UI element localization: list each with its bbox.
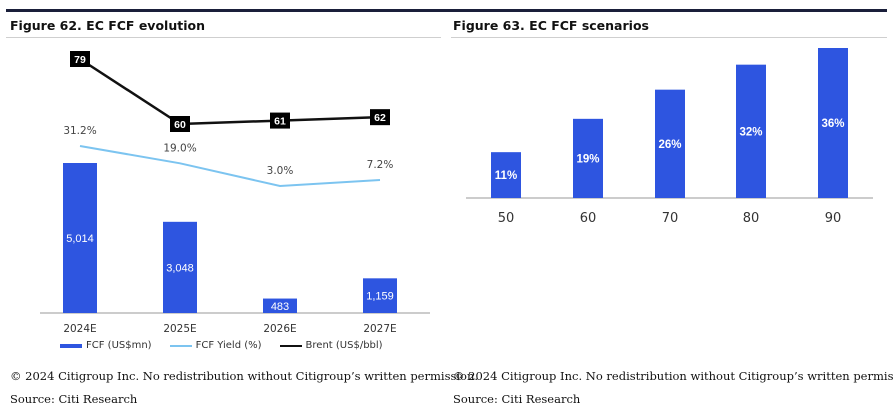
scenario-bar-label: 32%	[739, 126, 762, 138]
x-tick-label: 2025E	[163, 323, 196, 335]
fcf-bar-label: 5,014	[66, 233, 94, 245]
x-tick-label: 60	[580, 211, 597, 226]
figure-62-title: Figure 62. EC FCF evolution	[10, 18, 205, 33]
brent-marker	[170, 116, 190, 132]
legend-label-brent: Brent (US$/bbl)	[305, 340, 383, 351]
brent-marker	[270, 112, 290, 129]
scenario-bar-label: 11%	[495, 170, 517, 182]
legend-label-fcf: FCF (US$mn)	[86, 340, 152, 351]
fcf-bar-label: 3,048	[166, 262, 194, 274]
legend-label-fcf-yield: FCF Yield (%)	[195, 340, 262, 351]
brent-line	[79, 57, 381, 126]
scenario-bar-label: 36%	[821, 118, 844, 130]
scenario-bar	[573, 118, 603, 198]
fcf-yield-label: 7.2%	[367, 159, 394, 171]
scenario-bar-label: 19%	[576, 153, 599, 165]
fcf-bar	[263, 298, 297, 313]
figure-63-source: Source: Citi Research	[453, 392, 581, 406]
legend-swatch-brent	[279, 344, 302, 347]
legend-item-brent: Brent (US$/bbl)	[279, 340, 383, 351]
fcf-bar-label: 483	[271, 301, 289, 313]
fcf-bar	[63, 163, 97, 313]
x-tick-label: 2026E	[263, 323, 296, 335]
x-tick-label: 50	[498, 211, 515, 226]
brent-label: 61	[274, 116, 286, 128]
scenario-bar	[818, 48, 848, 198]
brent-label: 62	[374, 112, 386, 124]
x-tick-label: 80	[743, 211, 760, 226]
scenario-bar	[655, 89, 685, 198]
legend-swatch-fcf	[60, 343, 82, 348]
x-tick-label: 70	[662, 211, 679, 226]
brent-label: 60	[174, 119, 186, 131]
fcf-evolution-legend: FCF (US$mn) FCF Yield (%) Brent (US$/bbl…	[60, 340, 440, 351]
brent-label: 79	[74, 54, 86, 66]
fcf-bar	[363, 278, 397, 313]
figure-63-title: Figure 63. EC FCF scenarios	[453, 18, 649, 33]
brent-marker	[70, 51, 90, 67]
fcf-yield-label: 31.2%	[63, 125, 96, 137]
fcf-bar	[163, 221, 197, 313]
brent-marker	[370, 109, 390, 126]
top-rule	[6, 9, 887, 12]
figure-62-separator	[6, 37, 441, 38]
scenario-bar	[491, 152, 521, 198]
figure-63-copyright: © 2024 Citigroup Inc. No redistribution …	[453, 369, 893, 383]
legend-swatch-fcf-yield	[169, 344, 192, 347]
fcf-bar-label: 1,159	[366, 291, 394, 303]
scenario-bar	[736, 64, 766, 199]
fcf-yield-label: 19.0%	[163, 142, 196, 154]
figure-62-copyright: © 2024 Citigroup Inc. No redistribution …	[10, 369, 479, 383]
figure-62-source: Source: Citi Research	[10, 392, 138, 406]
legend-item-fcf: FCF (US$mn)	[60, 340, 152, 351]
legend-item-fcf-yield: FCF Yield (%)	[169, 340, 262, 351]
x-tick-label: 2027E	[363, 323, 396, 335]
fcf-yield-label: 3.0%	[267, 165, 294, 177]
fcf-yield-line	[79, 145, 381, 188]
x-tick-label: 2024E	[63, 323, 96, 335]
figure-63-separator	[451, 37, 887, 38]
scenario-bar-label: 26%	[658, 139, 681, 151]
x-tick-label: 90	[825, 211, 842, 226]
